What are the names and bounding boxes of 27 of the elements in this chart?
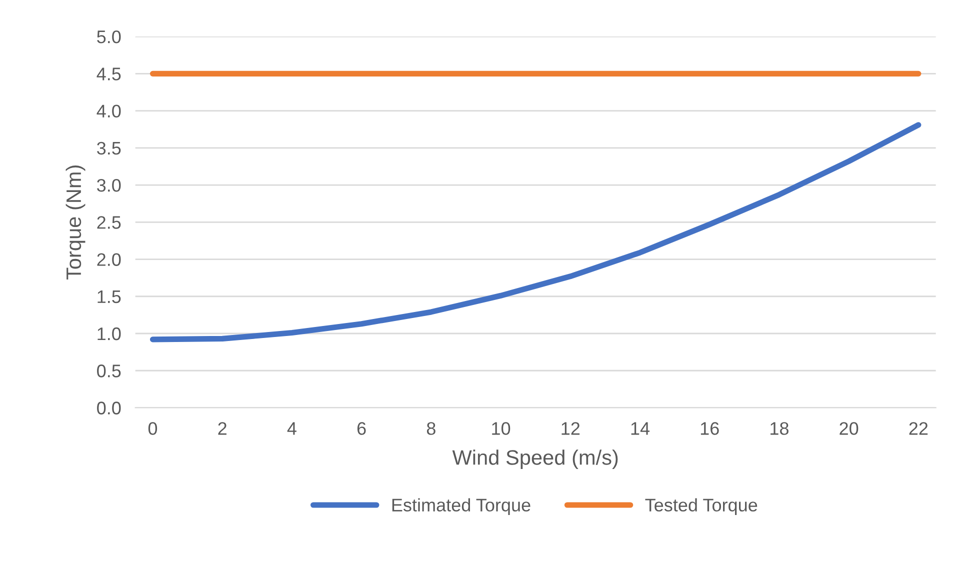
y-tick-label: 3.5 [97, 142, 121, 155]
y-tick-label: 0.5 [97, 364, 121, 378]
y-tick-label: 4.5 [96, 68, 121, 80]
x-axis-title: Wind Speed (m/s) [452, 450, 618, 469]
y-axis-title: Torque (Nm) [66, 166, 86, 280]
x-tick-label: 4 [287, 422, 296, 435]
legend-label: Estimated Torque [392, 498, 530, 516]
x-tick-label: 6 [357, 422, 366, 435]
y-tick-label: 5.0 [97, 30, 121, 44]
x-tick-label: 20 [840, 422, 858, 435]
y-tick-label: 4.0 [96, 104, 121, 118]
legend-label: Tested Torque [645, 498, 758, 516]
x-tick-label: 0 [148, 422, 158, 435]
y-tick-label: 3.0 [97, 178, 121, 192]
y-tick-label: 0.0 [97, 402, 121, 414]
y-tick-label: 2.0 [97, 253, 121, 266]
y-tick-label: 1.0 [98, 327, 121, 340]
x-tick-label: 2 [218, 422, 226, 435]
x-tick-label: 18 [770, 422, 788, 435]
y-tick-label: 1.5 [98, 290, 121, 304]
x-tick-label: 16 [700, 422, 719, 435]
y-tick-label: 2.5 [97, 216, 121, 229]
x-tick-label: 22 [909, 422, 928, 435]
x-tick-label: 10 [492, 422, 510, 435]
x-tick-label: 12 [562, 422, 580, 435]
x-tick-label: 14 [631, 422, 650, 435]
x-tick-label: 8 [426, 422, 436, 435]
